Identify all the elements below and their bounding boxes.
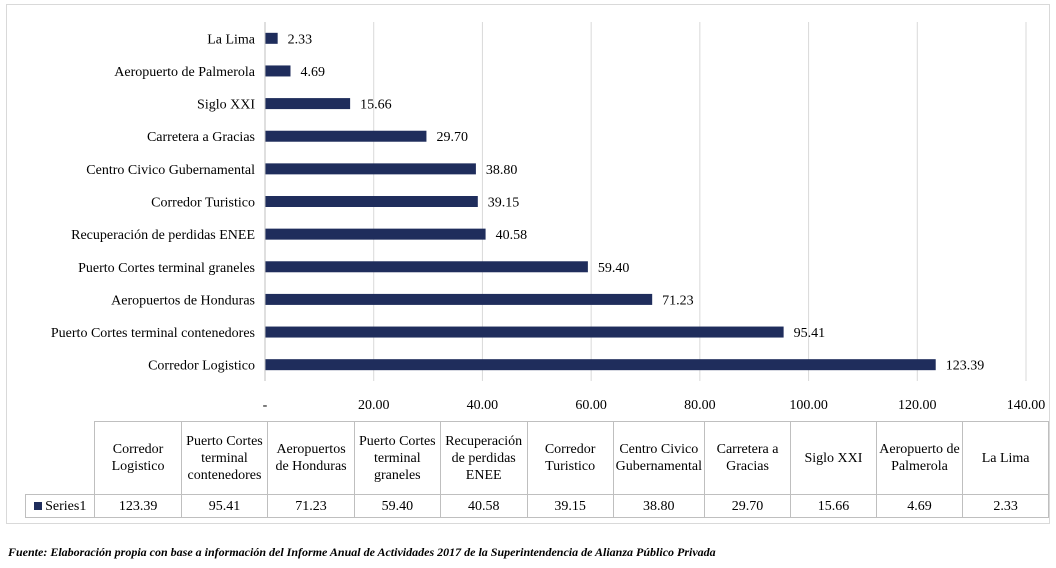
data-table-header-cell: Puerto Cortes terminal contenedores [180, 421, 269, 495]
data-table-value-cell: 123.39 [94, 494, 182, 518]
data-table-value-cell: 40.58 [439, 494, 528, 518]
data-label: 71.23 [662, 293, 694, 308]
x-tick-label: 140.00 [1007, 398, 1046, 413]
data-table-header-cell: Corredor Logistico [94, 421, 182, 495]
bar [265, 32, 278, 44]
bar [265, 261, 588, 273]
data-table-value-cell: 15.66 [790, 494, 877, 518]
bar [265, 98, 351, 110]
category-label: Carretera a Gracias [147, 130, 255, 145]
data-table-header-cell: Corredor Turistico [526, 421, 614, 495]
category-label: Recuperación de perdidas ENEE [71, 228, 255, 243]
data-table-header-cell: Aeropuerto de Palmerola [875, 421, 964, 495]
series-name: Series1 [45, 498, 87, 514]
data-label: 40.58 [496, 228, 528, 243]
data-table-value-cell: 2.33 [962, 494, 1049, 518]
data-table-header-cell: Carretera a Gracias [703, 421, 792, 495]
data-label: 4.69 [300, 65, 325, 80]
data-label: 29.70 [436, 130, 468, 145]
category-label: Puerto Cortes terminal graneles [78, 261, 255, 276]
data-table-header-row: Corredor Logistico Puerto Cortes terminal… [25, 421, 1049, 495]
bar [265, 293, 653, 305]
legend-key [34, 502, 43, 511]
source-note: Fuente: Elaboración propia con base a in… [8, 545, 716, 559]
data-label: 95.41 [794, 326, 826, 341]
data-table-header-cell: Aeropuertos de Honduras [267, 421, 355, 495]
bar [265, 163, 476, 175]
x-tick-label: 100.00 [789, 398, 828, 413]
category-label: Puerto Cortes terminal contenedores [51, 326, 255, 341]
data-table-value-row: Series1 123.39 95.41 71.23 59.40 40.58 39.15 3… [24, 494, 1049, 518]
data-table-header-cell: Centro Civico Gubernamental [612, 421, 705, 495]
category-label: La Lima [207, 32, 256, 47]
x-tick-label: 20.00 [358, 398, 390, 413]
data-table-header-cell: La Lima [962, 421, 1049, 495]
category-label: Siglo XXI [197, 98, 255, 113]
data-label: 38.80 [486, 163, 518, 178]
data-table-corner [25, 421, 96, 495]
data-label: 123.39 [946, 359, 985, 374]
bar [265, 130, 427, 142]
category-label: Aeropuertos de Honduras [111, 293, 255, 308]
bar-chart: - 20.00 40.00 60.00 80.00 100.00 120.00 140.00 C… [51, 22, 1046, 413]
data-table-header-cell: Siglo XXI [790, 421, 877, 495]
bar [265, 359, 936, 371]
data-table-value-cell: 38.80 [612, 494, 705, 518]
data-table: Corredor Logistico Puerto Cortes terminal… [24, 421, 1049, 518]
category-label: Corredor Turistico [151, 196, 255, 211]
data-table-value-cell: 4.69 [875, 494, 964, 518]
data-table-header-cell: Recuperación de perdidas ENEE [439, 421, 528, 495]
data-label: 2.33 [288, 32, 313, 47]
data-table-value-cell: 71.23 [267, 494, 355, 518]
x-tick-label: 120.00 [898, 398, 937, 413]
data-table-value-cell: 95.41 [180, 494, 269, 518]
data-table-value-cell: 59.40 [353, 494, 441, 518]
data-table-value-cell: 29.70 [703, 494, 792, 518]
data-label: 59.40 [598, 261, 630, 276]
bar [265, 196, 478, 207]
x-tick-label: 80.00 [684, 398, 716, 413]
bar [265, 326, 784, 338]
bar [265, 228, 486, 240]
data-table-value-cell: 39.15 [526, 494, 614, 518]
chart-frame: - 20.00 40.00 60.00 80.00 100.00 120.00 140.00 C… [6, 4, 1050, 524]
x-tick-label: 60.00 [575, 398, 607, 413]
x-tick-label: 40.00 [467, 398, 499, 413]
data-table-header-cell: Puerto Cortes terminal graneles [353, 421, 441, 495]
data-label: 15.66 [360, 98, 392, 113]
data-table-series-label: Series1 [24, 494, 96, 518]
category-label: Aeropuerto de Palmerola [114, 65, 256, 80]
data-label: 39.15 [488, 196, 520, 211]
bar [265, 65, 291, 77]
category-label: Centro Civico Gubernamental [86, 163, 255, 178]
category-label: Corredor Logistico [148, 359, 255, 374]
x-tick-label: - [263, 398, 268, 413]
